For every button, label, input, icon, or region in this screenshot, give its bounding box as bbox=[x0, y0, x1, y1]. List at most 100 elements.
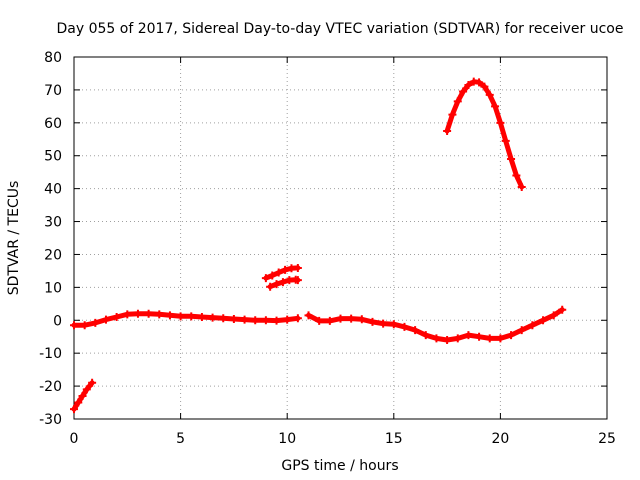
data-point bbox=[278, 278, 287, 287]
x-tick-label: 15 bbox=[385, 431, 403, 447]
data-point bbox=[251, 316, 260, 325]
data-point bbox=[528, 321, 537, 330]
data-point bbox=[453, 97, 462, 106]
data-point bbox=[485, 90, 494, 99]
data-point bbox=[70, 321, 78, 330]
y-tick-label: 20 bbox=[44, 247, 62, 263]
data-point bbox=[219, 314, 228, 323]
y-tick-label: -10 bbox=[39, 346, 62, 362]
data-point bbox=[480, 82, 489, 91]
data-point bbox=[496, 334, 505, 343]
data-point bbox=[293, 314, 302, 323]
y-tick-label: 80 bbox=[44, 50, 62, 66]
y-tick-label: 10 bbox=[44, 280, 62, 296]
data-point bbox=[507, 155, 516, 164]
data-point bbox=[491, 102, 500, 111]
data-point bbox=[155, 310, 164, 319]
data-point bbox=[336, 314, 345, 323]
data-point bbox=[283, 315, 292, 324]
series-segment-4 bbox=[266, 275, 302, 291]
data-point bbox=[448, 110, 457, 119]
data-point bbox=[485, 334, 494, 343]
data-point bbox=[176, 312, 185, 321]
data-point bbox=[453, 334, 462, 343]
y-tick-label: 0 bbox=[53, 313, 62, 329]
data-point bbox=[91, 318, 100, 327]
series-segment-2 bbox=[70, 309, 302, 330]
data-point bbox=[78, 391, 87, 400]
data-point bbox=[274, 268, 283, 277]
data-point bbox=[281, 265, 290, 274]
data-point bbox=[368, 317, 377, 326]
data-point bbox=[411, 326, 420, 335]
data-point bbox=[266, 282, 275, 291]
data-point bbox=[325, 316, 334, 325]
x-tick-label: 5 bbox=[176, 431, 185, 447]
data-point bbox=[165, 311, 174, 320]
data-point bbox=[261, 316, 270, 325]
data-point bbox=[261, 274, 270, 283]
data-point bbox=[475, 332, 484, 341]
x-tick-label: 20 bbox=[491, 431, 509, 447]
data-point bbox=[197, 312, 206, 321]
data-point bbox=[123, 310, 132, 319]
y-tick-label: -30 bbox=[39, 412, 62, 428]
series-line bbox=[71, 311, 301, 328]
data-point bbox=[464, 80, 473, 89]
y-tick-labels: -30 -20 -10 0 10 20 30 40 50 60 70 80 bbox=[39, 50, 62, 428]
data-point bbox=[315, 316, 324, 325]
x-tick-label: 0 bbox=[70, 431, 79, 447]
data-point bbox=[464, 331, 473, 340]
data-point bbox=[517, 326, 526, 335]
data-point bbox=[187, 312, 196, 321]
data-point bbox=[517, 182, 526, 191]
y-tick-label: 60 bbox=[44, 116, 62, 132]
y-tick-label: 70 bbox=[44, 83, 62, 99]
data-point bbox=[229, 314, 238, 323]
data-point bbox=[443, 127, 452, 136]
x-tick-label: 10 bbox=[278, 431, 296, 447]
data-point bbox=[389, 320, 398, 329]
chart-title: Day 055 of 2017, Sidereal Day-to-day VTE… bbox=[57, 21, 624, 37]
y-tick-label: 30 bbox=[44, 215, 62, 231]
data-point bbox=[144, 309, 153, 318]
data-point bbox=[101, 315, 110, 324]
data-point bbox=[133, 309, 142, 318]
series-segment-3 bbox=[261, 263, 302, 283]
x-tick-labels: 0 5 10 15 20 25 bbox=[70, 431, 616, 447]
data-point bbox=[501, 136, 510, 145]
data-point bbox=[74, 398, 83, 407]
series-segment-5 bbox=[304, 305, 567, 345]
data-point bbox=[82, 385, 91, 394]
data-point bbox=[539, 316, 548, 325]
data-point bbox=[304, 311, 313, 320]
data-point bbox=[475, 78, 484, 87]
data-point bbox=[272, 280, 281, 289]
data-point bbox=[549, 311, 558, 320]
data-point bbox=[558, 305, 567, 314]
data-point bbox=[70, 405, 78, 414]
data-point bbox=[379, 319, 388, 328]
series-segment-6 bbox=[443, 77, 526, 191]
data-point bbox=[432, 334, 441, 343]
data-point bbox=[400, 322, 409, 331]
plot-border bbox=[73, 56, 608, 420]
data-point bbox=[88, 378, 97, 387]
data-point bbox=[443, 336, 452, 345]
y-tick-label: 40 bbox=[44, 182, 62, 198]
data-point bbox=[357, 315, 366, 324]
data-point bbox=[507, 331, 516, 340]
data-point bbox=[293, 276, 302, 285]
data-point bbox=[421, 331, 430, 340]
data-point bbox=[347, 314, 356, 323]
data-point bbox=[112, 312, 121, 321]
data-point bbox=[208, 313, 217, 322]
y-axis-label: SDTVAR / TECUs bbox=[6, 181, 22, 296]
data-point bbox=[496, 118, 505, 127]
y-tick-label: 50 bbox=[44, 149, 62, 165]
data-point bbox=[459, 87, 468, 96]
x-tick-label: 25 bbox=[598, 431, 616, 447]
data-point bbox=[272, 316, 281, 325]
